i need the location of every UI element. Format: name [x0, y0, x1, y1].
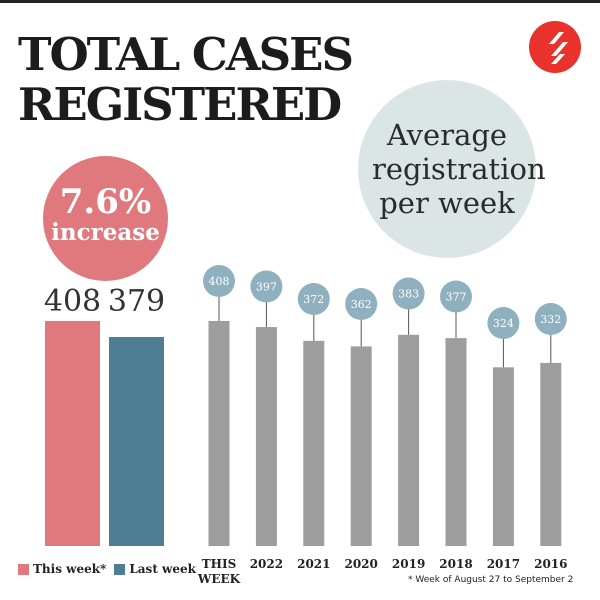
year-category-label: 2018	[439, 557, 472, 571]
logo-mark-icon	[549, 32, 568, 64]
increase-label: increase	[51, 218, 160, 246]
year-bar	[208, 321, 230, 546]
year-value-bubble	[534, 303, 567, 335]
year-bar	[303, 340, 325, 546]
year-value-label: 324	[493, 317, 514, 330]
year-category-label: 2019	[392, 557, 425, 571]
year-bar	[398, 334, 420, 546]
weekly-bar	[109, 336, 164, 546]
year-value-label: 372	[303, 293, 324, 306]
year-category-label: 2022	[250, 557, 283, 571]
year-value-label: 408	[209, 275, 230, 288]
year-value-bubble	[392, 277, 425, 310]
page-title: TOTAL CASES REGISTERED	[18, 28, 354, 131]
increase-value: 7.6%	[59, 181, 152, 222]
legend-swatch-last-week	[114, 563, 126, 575]
year-value-label: 397	[256, 281, 277, 294]
year-value-bubble	[345, 288, 378, 320]
year-value-bubble	[250, 270, 283, 303]
average-circle: Average registration per week	[358, 80, 546, 258]
legend-label-last-week: Last week	[129, 562, 196, 576]
legend-item-this-week: This week*	[18, 562, 106, 576]
legend-swatch-this-week	[18, 563, 29, 575]
publisher-logo	[529, 21, 581, 73]
year-value-label: 383	[398, 288, 419, 301]
year-bar	[540, 362, 562, 546]
year-category-label: THIS	[202, 557, 237, 571]
year-category-label: 2020	[344, 557, 377, 571]
year-value-label: 332	[540, 313, 561, 326]
year-value-bubble	[440, 280, 472, 313]
legend: This week* Last week	[18, 561, 204, 577]
year-bar	[255, 327, 277, 546]
year-value-bubble	[203, 265, 235, 297]
footnote: * Week of August 27 to September 2	[408, 575, 574, 585]
year-bar	[445, 338, 467, 546]
year-category-label: 2017	[487, 557, 520, 571]
year-category-label: WEEK	[197, 572, 241, 586]
year-value-label: 377	[446, 291, 467, 304]
legend-label-this-week: This week*	[33, 562, 107, 576]
year-category-label: 2016	[534, 557, 567, 571]
year-category-label: 2021	[297, 557, 330, 571]
top-rule	[0, 0, 600, 3]
year-value-bubble	[487, 307, 520, 339]
increase-badge: 7.6% increase	[43, 156, 168, 281]
weekly-bar-value: 408	[44, 284, 101, 319]
weekly-bar-value: 379	[108, 284, 165, 319]
year-value-label: 362	[351, 298, 372, 311]
year-value-bubble	[297, 283, 330, 315]
year-bar	[350, 346, 372, 546]
year-bar	[492, 367, 514, 546]
average-label: Average registration per week	[372, 118, 546, 220]
legend-item-last-week: Last week	[114, 562, 196, 576]
weekly-bar	[45, 321, 100, 546]
